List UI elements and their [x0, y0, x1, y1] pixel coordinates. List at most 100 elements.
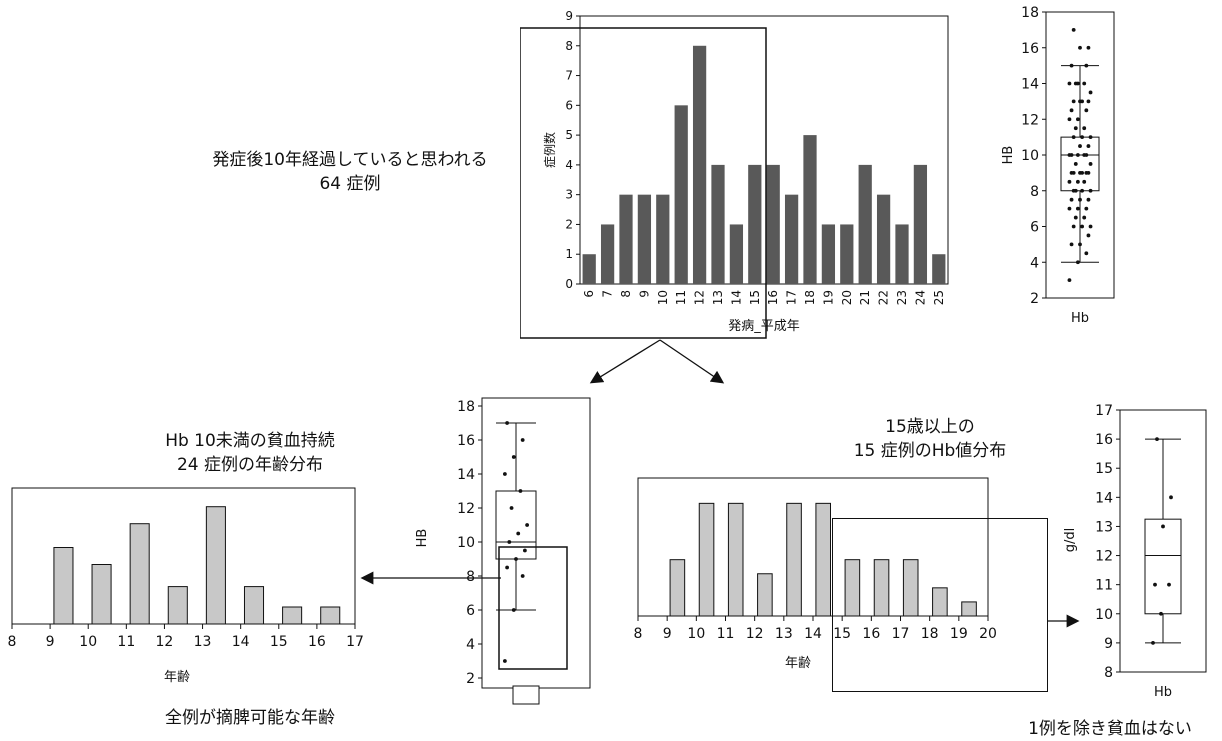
y-tick-label: 15: [1095, 461, 1113, 477]
x-tick-label: 10: [79, 634, 97, 650]
y-tick-label: 2: [1030, 291, 1039, 307]
bar: [53, 547, 74, 625]
data-point: [1075, 260, 1080, 265]
data-point: [511, 608, 516, 612]
bar: [844, 559, 861, 617]
x-axis-label: Hb: [1071, 311, 1089, 326]
y-tick-label: 5: [565, 128, 573, 142]
y-tick-label: 14: [1095, 490, 1113, 506]
data-point: [1078, 197, 1082, 202]
data-point: [1067, 278, 1072, 283]
x-tick-label: 8: [634, 626, 643, 642]
data-point: [1086, 144, 1091, 148]
data-point: [1155, 437, 1159, 442]
data-point: [1088, 90, 1093, 95]
plot-frame: [579, 15, 949, 285]
bar: [674, 105, 688, 284]
x-axis-label: 年齢: [785, 656, 811, 671]
x-tick-label: 25: [932, 290, 946, 305]
bar: [840, 224, 854, 284]
caption-anemia-line1: Hb 10未満の貧血持続: [165, 431, 335, 451]
data-point: [1159, 611, 1163, 616]
data-point: [1069, 63, 1074, 68]
x-tick-label: 24: [913, 290, 927, 305]
bar: [784, 194, 799, 284]
x-tick-label: 11: [674, 290, 688, 305]
y-tick-label: 4: [1030, 255, 1039, 271]
bar: [873, 559, 890, 617]
data-point: [505, 565, 510, 570]
data-point: [1084, 108, 1089, 113]
data-point: [1084, 206, 1089, 211]
bar: [692, 45, 707, 285]
x-tick-label: 12: [746, 626, 764, 642]
y-tick-label: 16: [1021, 41, 1039, 57]
y-tick-label: 3: [565, 188, 573, 202]
bar: [876, 194, 891, 284]
x-tick-label: 9: [46, 634, 55, 650]
caption-onset-line2: 64 症例: [319, 174, 381, 194]
data-point: [1067, 81, 1072, 86]
x-axis-label: 年齢: [164, 670, 190, 685]
data-point: [1067, 206, 1072, 211]
caption-over15-line2: 15 症例のHb値分布: [853, 441, 1007, 461]
age-chart-all: 8 9 10 11 12 13 14 15 16 17 18 19 20 年齢: [634, 477, 997, 671]
data-point: [1088, 135, 1093, 140]
data-point: [1082, 81, 1087, 86]
x-tick-label: 10: [656, 290, 670, 305]
x-tick-label: 14: [232, 634, 250, 650]
y-tick-label: 11: [1095, 578, 1113, 594]
x-tick-label: 16: [766, 290, 780, 305]
x-tick-label: 13: [711, 290, 725, 305]
bar: [961, 601, 977, 617]
y-tick-label: 1: [565, 247, 573, 261]
box: [495, 490, 537, 560]
x-tick-label: 15: [748, 290, 762, 305]
x-tick-label: 17: [346, 634, 364, 650]
bar: [803, 135, 817, 284]
data-point: [1161, 524, 1165, 529]
x-tick-label: 9: [637, 290, 651, 298]
data-point: [1080, 99, 1085, 104]
data-point: [516, 531, 521, 536]
x-tick-label: 19: [950, 626, 968, 642]
data-point: [1084, 251, 1089, 256]
x-tick-label: 6: [582, 290, 596, 298]
bar: [167, 586, 188, 625]
bar: [669, 559, 686, 617]
bar: [582, 254, 596, 284]
bar: [637, 194, 652, 284]
y-tick-label: 6: [565, 98, 573, 112]
data-point: [1071, 99, 1076, 104]
x-tick-label: 11: [717, 626, 735, 642]
x-tick-label: 18: [921, 626, 939, 642]
data-point: [1086, 99, 1091, 104]
data-point: [525, 523, 530, 527]
data-point: [1084, 153, 1089, 157]
data-point: [1073, 188, 1078, 193]
arrow-right: [659, 339, 725, 384]
data-point: [1086, 197, 1091, 202]
y-tick-label: 16: [457, 433, 475, 449]
data-point: [1153, 582, 1157, 587]
caption-anemia-line2: 24 症例の年齢分布: [176, 455, 324, 475]
x-tick-label: 9: [663, 626, 672, 642]
arrow-left: [589, 339, 661, 384]
bar: [858, 164, 872, 284]
x-tick-label: 16: [308, 634, 326, 650]
y-tick-label: 14: [1021, 77, 1039, 93]
data-point: [1088, 188, 1093, 193]
y-tick-label: 9: [565, 9, 573, 23]
bar: [129, 523, 150, 625]
bar: [729, 224, 744, 284]
x-tick-label: 17: [785, 290, 799, 305]
box: [1060, 136, 1100, 192]
data-point: [1082, 215, 1087, 220]
data-point: [1075, 81, 1080, 86]
highlight-box: [520, 27, 767, 339]
x-tick-label: 8: [619, 290, 633, 298]
bar: [600, 224, 615, 284]
x-tick-label: 21: [858, 290, 872, 305]
y-tick-label: 8: [565, 39, 573, 53]
